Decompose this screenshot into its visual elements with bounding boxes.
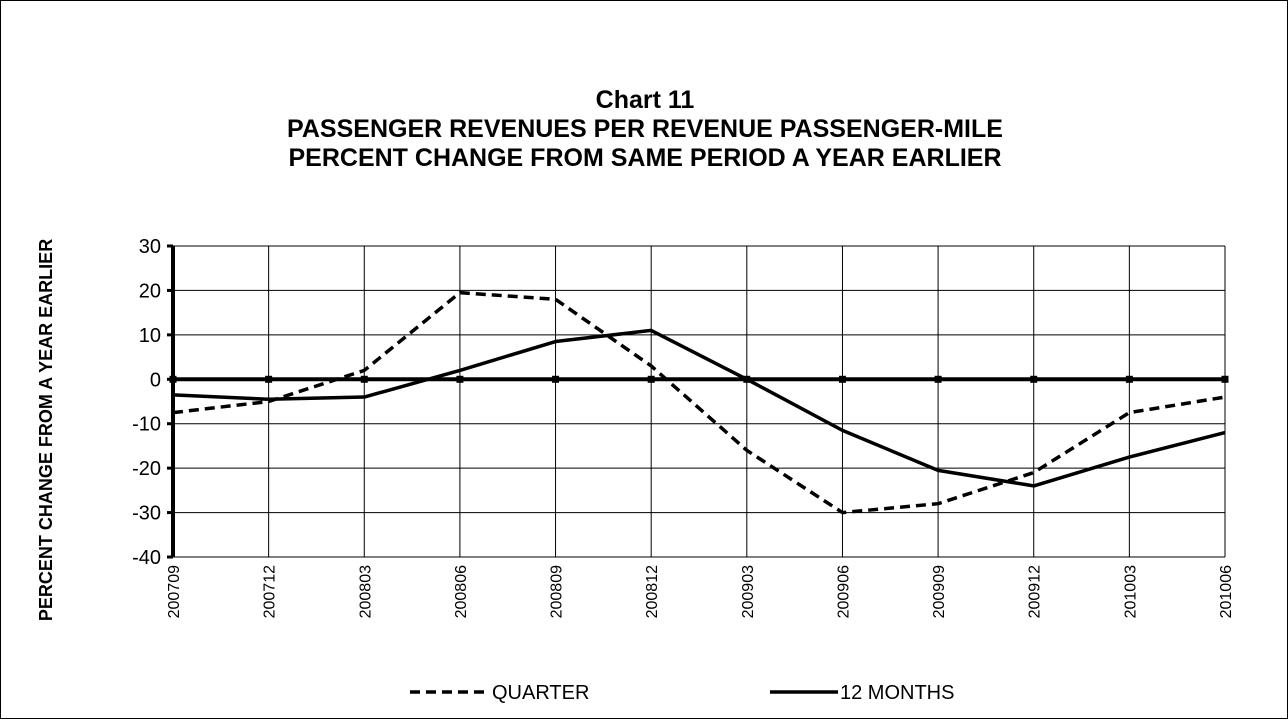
x-tick-label: 201006 bbox=[1218, 565, 1235, 618]
series-line bbox=[172, 328, 1226, 488]
chart-title: PASSENGER REVENUES PER REVENUE PASSENGER… bbox=[287, 115, 1003, 143]
x-tick bbox=[456, 375, 464, 383]
y-tick-label: 10 bbox=[139, 325, 161, 347]
x-tick bbox=[265, 375, 273, 383]
x-tick-label: 200912 bbox=[1027, 565, 1044, 618]
x-tick bbox=[647, 375, 655, 383]
x-tick bbox=[1221, 375, 1229, 383]
x-tick-label: 200712 bbox=[262, 565, 279, 618]
x-tick-label: 200812 bbox=[644, 565, 661, 618]
x-tick-label: 200906 bbox=[835, 565, 852, 618]
y-tick-label: 0 bbox=[150, 369, 161, 391]
y-tick-label: -30 bbox=[132, 503, 161, 525]
legend-label: QUARTER bbox=[492, 682, 589, 704]
series-line bbox=[172, 290, 1226, 515]
y-tick-label: -40 bbox=[132, 547, 161, 569]
y-tick-label: -10 bbox=[132, 414, 161, 436]
y-tick-label: 20 bbox=[139, 280, 161, 302]
x-tick-label: 200909 bbox=[931, 565, 948, 618]
legend-label: 12 MONTHS bbox=[840, 682, 954, 704]
x-tick-label: 201003 bbox=[1122, 565, 1139, 618]
x-tick-label: 200903 bbox=[740, 565, 757, 618]
y-tick-label: 30 bbox=[139, 236, 161, 258]
x-tick-label: 200803 bbox=[357, 565, 374, 618]
chart-title: PERCENT CHANGE FROM SAME PERIOD A YEAR E… bbox=[288, 144, 1001, 172]
x-tick bbox=[360, 375, 368, 383]
x-tick-label: 200809 bbox=[549, 565, 566, 618]
x-tick-label: 200709 bbox=[166, 565, 183, 618]
x-tick bbox=[169, 375, 177, 383]
x-tick bbox=[838, 375, 846, 383]
x-tick-label: 200806 bbox=[453, 565, 470, 618]
x-tick bbox=[1125, 375, 1133, 383]
y-tick-label: -20 bbox=[132, 458, 161, 480]
chart-title: Chart 11 bbox=[596, 86, 695, 114]
x-tick bbox=[934, 375, 942, 383]
y-axis-label: PERCENT CHANGE FROM A YEAR EARLIER bbox=[36, 239, 56, 621]
x-tick bbox=[1030, 375, 1038, 383]
x-tick bbox=[552, 375, 560, 383]
